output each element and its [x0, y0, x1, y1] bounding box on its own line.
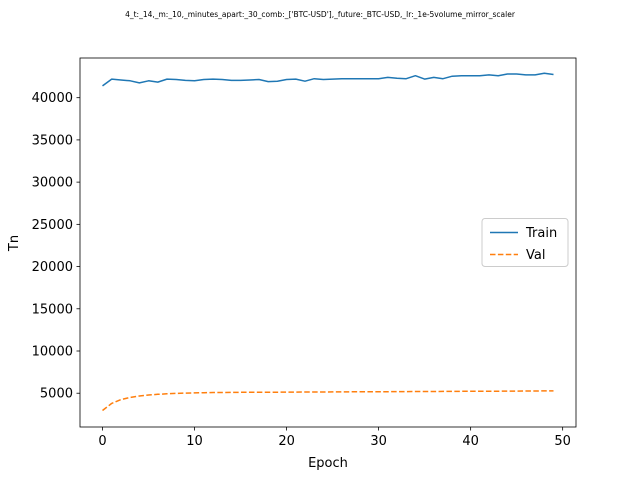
legend: Train Val — [481, 218, 569, 267]
chart-title: 4_t:_14,_m:_10,_minutes_apart:_30_comb:_… — [125, 10, 516, 19]
x-tick-label: 40 — [462, 434, 479, 449]
y-tick-label: 35000 — [32, 133, 73, 148]
x-tick-label: 0 — [98, 434, 106, 449]
plot-area — [79, 57, 577, 428]
y-axis-label: Tn — [7, 235, 22, 252]
y-tick-label: 25000 — [32, 218, 73, 233]
legend-frame — [481, 218, 569, 267]
plot-frame — [79, 57, 577, 428]
x-tick-label: 50 — [554, 434, 571, 449]
legend-label-train: Train — [525, 226, 557, 241]
x-tick-label: 10 — [186, 434, 203, 449]
x-axis: 0 10 20 30 40 50 — [98, 427, 571, 449]
y-tick-label: 40000 — [32, 91, 73, 106]
y-tick-label: 5000 — [40, 387, 73, 402]
x-tick-label: 20 — [278, 434, 295, 449]
y-axis: 5000 10000 15000 20000 25000 30000 35000 40000 — [32, 91, 80, 402]
y-tick-label: 20000 — [32, 260, 73, 275]
y-tick-label: 15000 — [32, 302, 73, 317]
y-tick-label: 30000 — [32, 176, 73, 191]
y-tick-label: 10000 — [32, 345, 73, 360]
legend-label-val: Val — [526, 248, 545, 263]
x-tick-label: 30 — [370, 434, 387, 449]
x-axis-label: Epoch — [308, 456, 348, 471]
series-line-val — [102, 390, 554, 412]
series-line-train — [102, 72, 554, 87]
